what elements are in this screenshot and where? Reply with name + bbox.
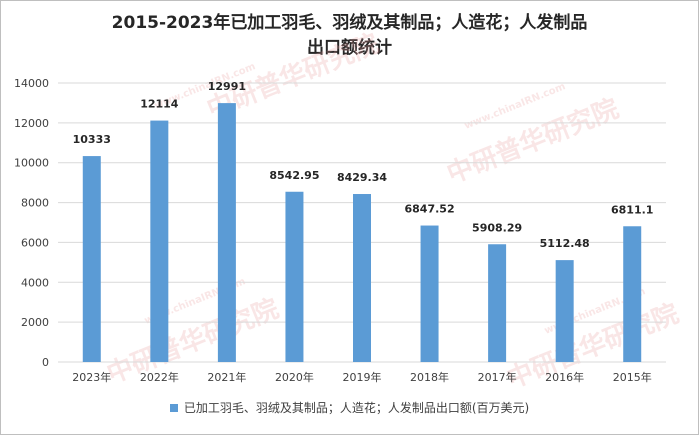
- bar-2017年: [488, 244, 507, 362]
- data-label: 8429.34: [337, 171, 387, 184]
- legend-swatch: [169, 403, 178, 412]
- legend: 已加工羽毛、羽绒及其制品；人造花；人发制品出口额(百万美元): [1, 399, 698, 416]
- bar-2019年: [353, 194, 371, 362]
- y-axis-ticks: 0 2000 4000 6000 8000 10000 12000 14000: [14, 77, 49, 369]
- x-tick-label: 2020年: [275, 370, 314, 384]
- data-label: 10333: [73, 133, 111, 146]
- x-tick-label: 2021年: [207, 370, 246, 384]
- x-tick-label: 2017年: [478, 370, 517, 384]
- y-tick-label: 10000: [14, 157, 49, 170]
- data-label: 12991: [208, 80, 246, 93]
- x-tick-label: 2022年: [140, 370, 179, 384]
- x-tick-label: 2015年: [613, 370, 652, 384]
- chart-title-line1: 2015-2023年已加工羽毛、羽绒及其制品；人造花；人发制品: [111, 13, 588, 33]
- bar-2015年: [623, 226, 642, 362]
- bar-2023年: [82, 156, 101, 362]
- data-label: 12114: [140, 98, 179, 111]
- data-label: 6847.52: [405, 203, 455, 216]
- y-tick-label: 0: [42, 356, 49, 369]
- y-tick-label: 4000: [21, 276, 49, 289]
- x-tick-label: 2018年: [410, 370, 449, 384]
- chart-title-line2: 出口额统计: [307, 38, 392, 58]
- x-tick-label: 2019年: [343, 370, 382, 384]
- y-tick-label: 12000: [14, 117, 49, 130]
- legend-label: 已加工羽毛、羽绒及其制品；人造花；人发制品出口额(百万美元): [183, 401, 530, 415]
- x-tick-label: 2016年: [545, 370, 584, 384]
- bar-2018年: [420, 225, 439, 362]
- bar-2022年: [150, 120, 169, 362]
- bars: 10333 12114 12991 8542.95 8429.34 6847.52 5908…: [73, 80, 653, 363]
- x-tick-label: 2023年: [72, 370, 111, 384]
- bar-2020年: [285, 191, 304, 362]
- data-label: 6811.1: [611, 203, 653, 216]
- data-label: 5112.48: [540, 237, 590, 250]
- data-label: 5908.29: [472, 221, 522, 234]
- bar-2016年: [555, 260, 574, 362]
- y-tick-label: 2000: [21, 316, 49, 329]
- y-tick-label: 6000: [21, 236, 49, 249]
- y-tick-label: 14000: [14, 77, 49, 90]
- y-tick-label: 8000: [21, 197, 49, 210]
- x-axis-ticks: 2023年 2022年 2021年 2020年 2019年 2018年 2017年 2016年…: [72, 370, 651, 384]
- bar-2021年: [217, 103, 236, 363]
- chart-title: 2015-2023年已加工羽毛、羽绒及其制品；人造花；人发制品 出口额统计: [1, 11, 698, 61]
- data-label: 8542.95: [269, 169, 319, 182]
